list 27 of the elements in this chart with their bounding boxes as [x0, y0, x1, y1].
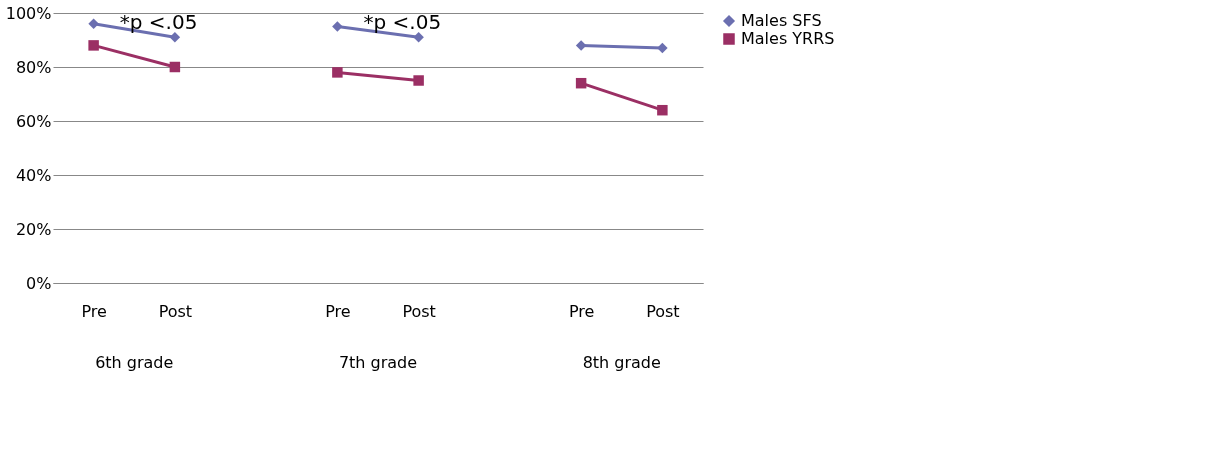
point: [169, 32, 181, 43]
y-tick-label: 0%: [26, 273, 52, 293]
point: [88, 18, 99, 30]
point: [575, 77, 587, 89]
text: 8th grade: [582, 353, 661, 372]
annotation: *p <.05: [363, 10, 442, 34]
point: [575, 40, 587, 51]
point: [169, 61, 181, 73]
y-tick-label: 100%: [5, 3, 52, 23]
legend-label: Males YRRS: [741, 29, 835, 48]
point: [657, 104, 668, 116]
x-tick-label: Post: [646, 301, 680, 321]
point: [657, 42, 668, 54]
x-tick-label: Pre: [81, 301, 107, 321]
legend-label: Males SFS: [741, 11, 822, 30]
y-tick-label: 60%: [15, 111, 52, 131]
y-tick-label: 40%: [15, 165, 52, 185]
y-tick-label: 20%: [15, 219, 52, 239]
text: 7th grade: [338, 353, 418, 372]
x-tick-label: Post: [402, 301, 436, 321]
x-tick-label: Pre: [568, 301, 595, 321]
text: 6th grade: [95, 353, 174, 372]
y-tick-label: 80%: [15, 57, 52, 77]
point: [88, 40, 99, 51]
annotation: *p <.05: [119, 10, 198, 34]
x-tick-label: Post: [158, 301, 193, 321]
x-tick-label: Pre: [325, 301, 351, 321]
